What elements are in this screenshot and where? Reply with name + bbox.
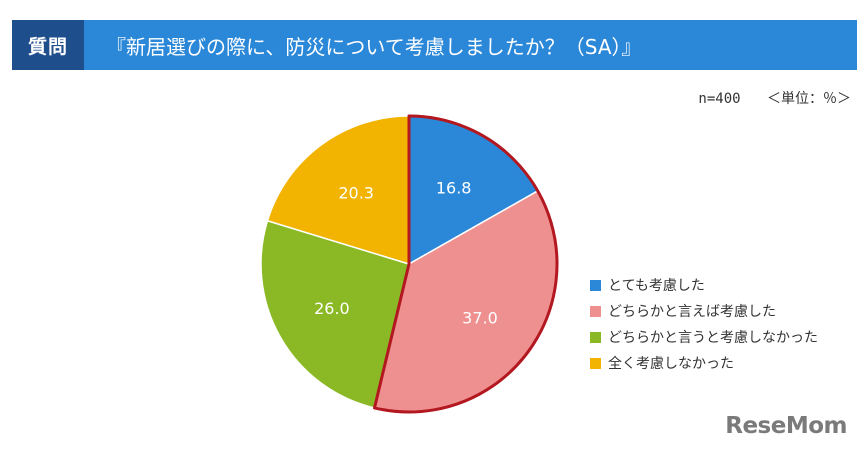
slice-value-label: 26.0	[314, 299, 350, 318]
legend-swatch	[590, 331, 601, 343]
legend-label: 全く考慮しなかった	[608, 356, 734, 372]
legend-item: どちらかと言えば考慮した	[590, 298, 818, 324]
legend-swatch	[590, 305, 601, 317]
sample-size: n=400	[698, 91, 741, 107]
pie-slice	[260, 219, 410, 409]
chart-meta: n=400 ＜単位：％＞	[698, 88, 851, 108]
highlight-outline	[372, 114, 559, 414]
legend-label: どちらかと言うと考慮しなかった	[608, 330, 818, 346]
legend-swatch	[590, 357, 601, 369]
legend-label: どちらかと言えば考慮した	[608, 304, 776, 320]
legend-label: とても考慮した	[608, 278, 705, 294]
slice-value-label: 20.3	[338, 184, 374, 203]
question-tag: 質問	[12, 20, 84, 70]
question-title: 『新居選びの際に、防災について考慮しましたか？（SA）』	[84, 20, 857, 70]
legend-item: とても考慮した	[590, 272, 818, 298]
pie-slice	[266, 115, 410, 266]
legend-item: 全く考慮しなかった	[590, 350, 818, 376]
legend-swatch	[590, 279, 601, 291]
slice-value-label: 16.8	[436, 178, 472, 197]
unit-label: ＜単位：％＞	[767, 91, 851, 107]
chart-legend: とても考慮したどちらかと言えば考慮したどちらかと言うと考慮しなかった 全く考慮しな…	[590, 272, 818, 376]
resemom-logo: ReseMom	[725, 413, 847, 439]
legend-item: どちらかと言うと考慮しなかった	[590, 324, 818, 350]
question-header: 質問 『新居選びの際に、防災について考慮しましたか？（SA）』	[12, 20, 857, 70]
slice-value-label: 37.0	[462, 308, 498, 327]
